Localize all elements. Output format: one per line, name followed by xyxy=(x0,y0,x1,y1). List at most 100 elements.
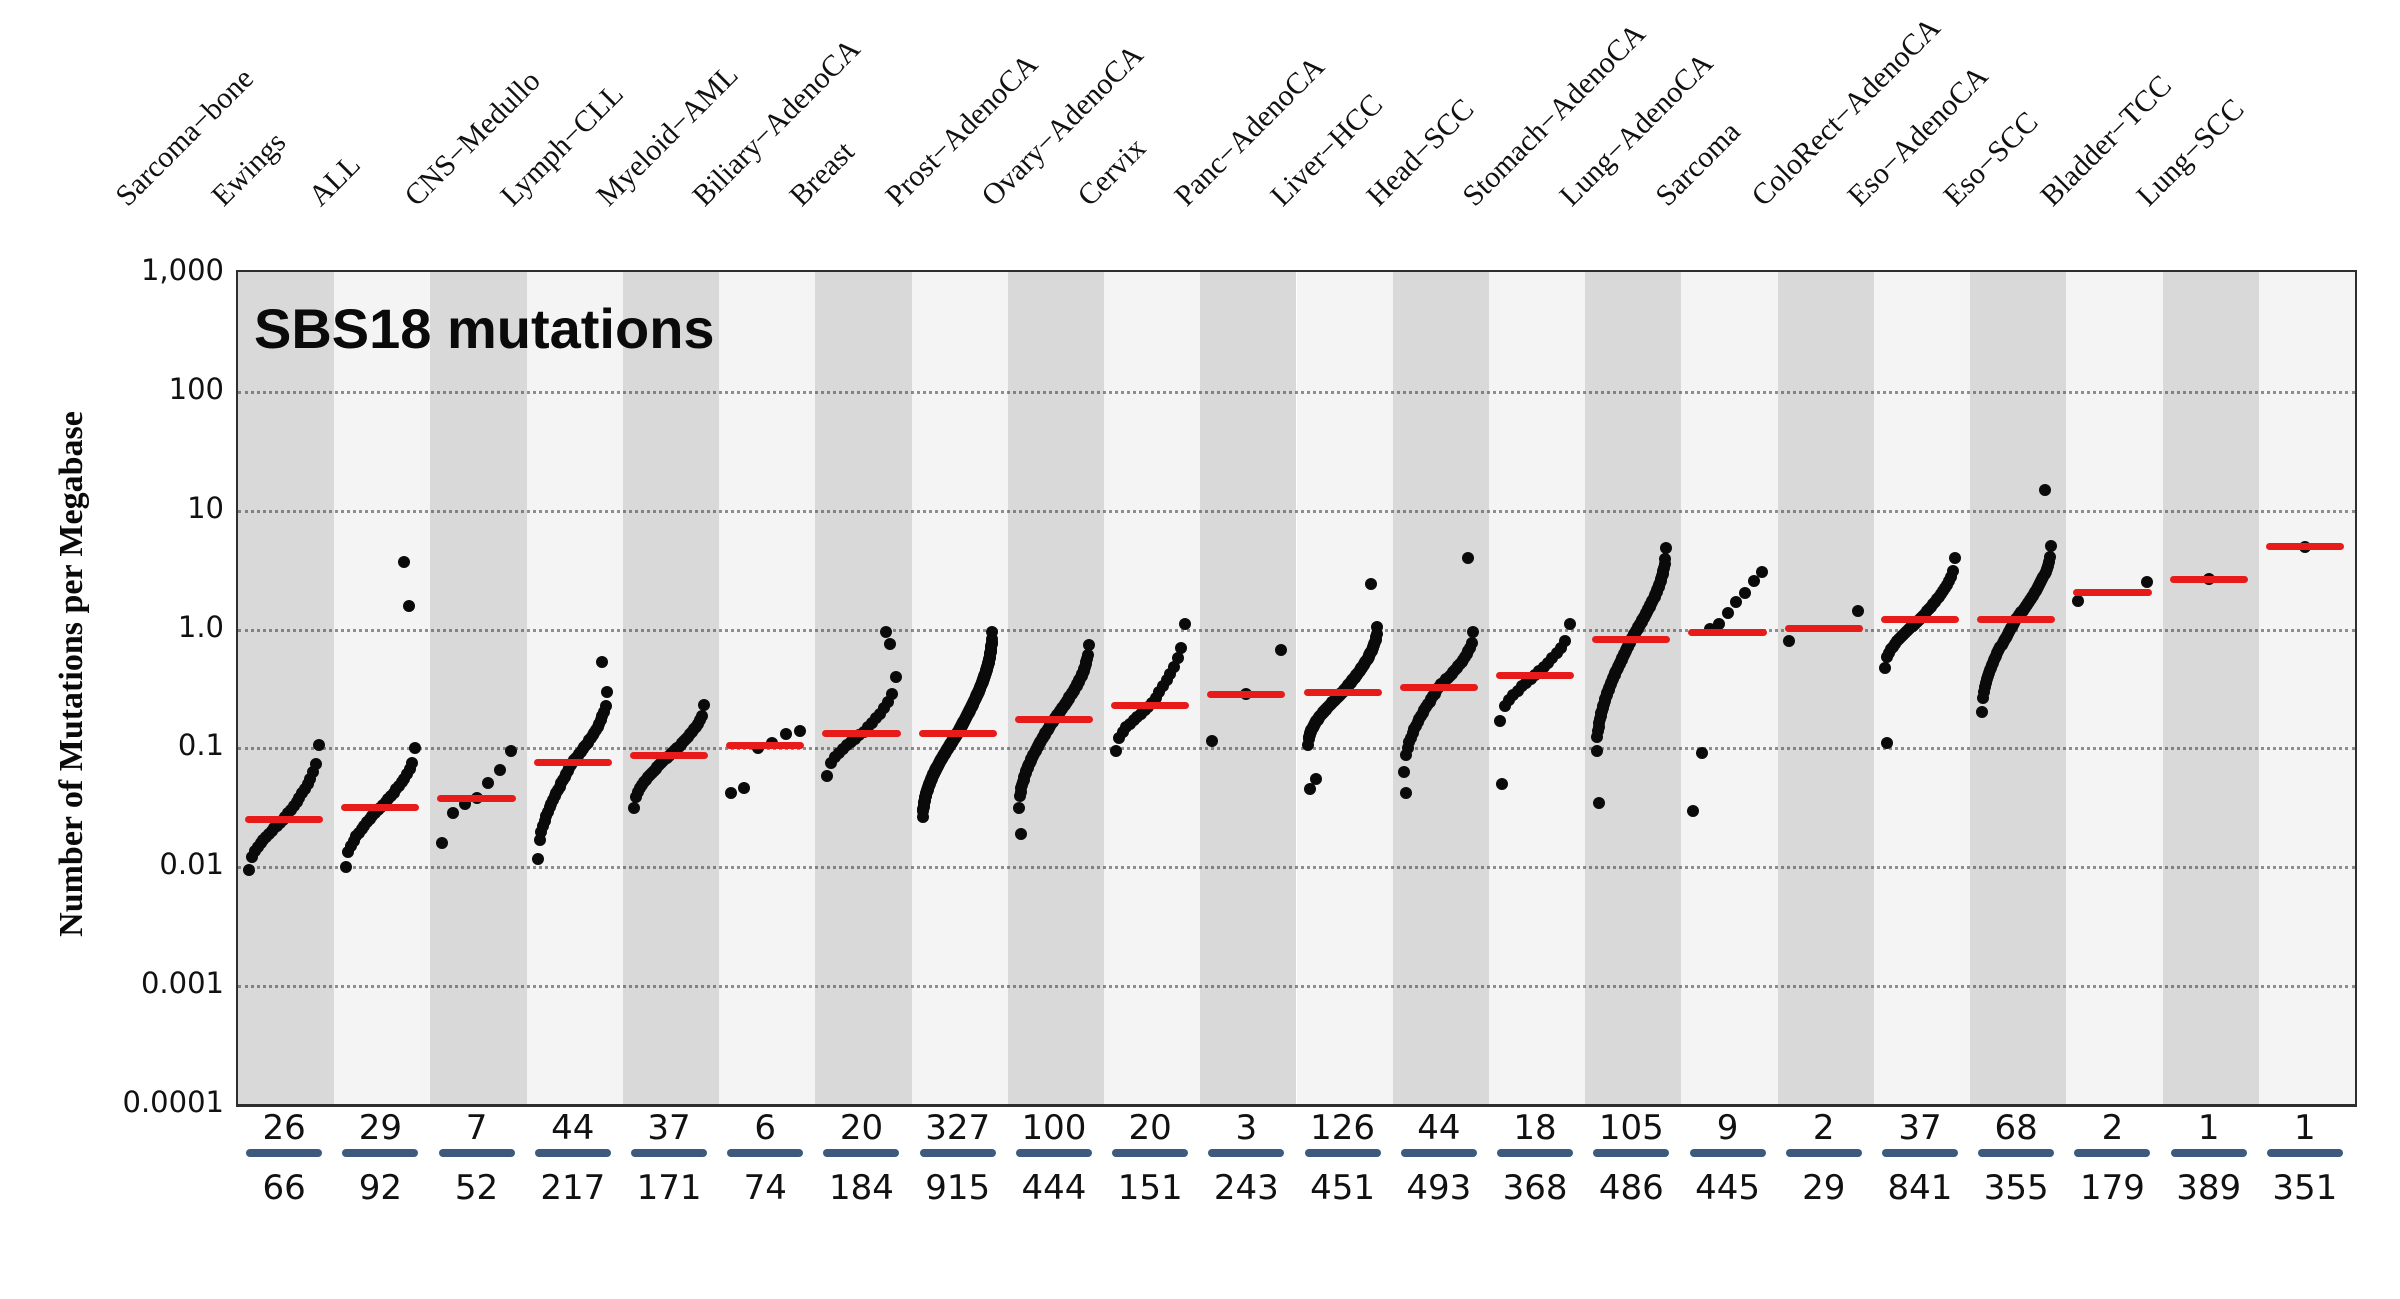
y-tick-label: 0.0001 xyxy=(122,1085,224,1119)
total-count: 368 xyxy=(1502,1168,1568,1208)
count-divider xyxy=(1978,1149,2055,1157)
median-line xyxy=(245,815,324,823)
gridline xyxy=(238,985,2355,989)
y-tick-label: 0.1 xyxy=(177,728,224,763)
total-count: 355 xyxy=(1983,1168,2049,1208)
count-divider xyxy=(1785,1149,1862,1157)
total-count: 841 xyxy=(1887,1168,1953,1208)
data-point xyxy=(1592,796,1605,809)
median-line xyxy=(1014,716,1094,724)
signature-count: 9 xyxy=(1716,1108,1739,1148)
data-point xyxy=(1461,551,1474,564)
data-point xyxy=(1109,744,1122,757)
data-point xyxy=(697,698,710,711)
data-point xyxy=(1494,715,1507,728)
data-point xyxy=(1695,747,1708,760)
data-point xyxy=(408,742,421,755)
count-divider xyxy=(1497,1149,1574,1157)
total-count: 445 xyxy=(1695,1168,1760,1208)
data-point xyxy=(1975,706,1988,719)
data-point xyxy=(820,770,833,783)
median-line xyxy=(341,804,420,812)
signature-count: 6 xyxy=(754,1108,777,1148)
data-point xyxy=(1686,805,1699,818)
data-point xyxy=(1013,801,1026,814)
data-point xyxy=(695,709,708,722)
signature-count: 1 xyxy=(2294,1108,2316,1148)
category-label: Cervix xyxy=(1071,131,1153,213)
data-point xyxy=(886,688,899,701)
data-point xyxy=(1496,778,1509,791)
signature-count: 44 xyxy=(1417,1108,1461,1148)
data-point xyxy=(1559,634,1572,647)
y-tick-label: 1,000 xyxy=(140,253,224,287)
gridline xyxy=(238,747,2355,751)
category-label: ALL xyxy=(301,148,367,213)
category-label: Sarcoma xyxy=(1649,115,1747,213)
count-divider xyxy=(1208,1149,1285,1157)
data-point xyxy=(1783,635,1796,648)
column-band xyxy=(1777,272,1874,1104)
data-point xyxy=(505,744,518,757)
count-divider xyxy=(342,1149,419,1157)
total-count: 217 xyxy=(540,1168,606,1208)
count-divider xyxy=(534,1149,611,1157)
total-count: 66 xyxy=(262,1168,306,1208)
y-axis-label: Number of Mutations per Megabase xyxy=(53,411,90,937)
data-point xyxy=(2039,484,2052,497)
data-point xyxy=(1175,642,1188,655)
data-point xyxy=(309,758,322,771)
data-point xyxy=(724,786,737,799)
data-point xyxy=(595,656,608,669)
signature-count: 105 xyxy=(1598,1108,1664,1148)
total-count: 52 xyxy=(454,1168,499,1208)
data-point xyxy=(601,686,614,699)
total-count: 915 xyxy=(925,1168,991,1208)
median-line xyxy=(1207,690,1286,698)
count-divider xyxy=(823,1149,900,1157)
count-divider xyxy=(1015,1149,1092,1157)
count-divider xyxy=(1112,1149,1189,1157)
signature-count: 44 xyxy=(551,1108,595,1148)
column-band xyxy=(2066,272,2163,1104)
total-count: 444 xyxy=(1021,1168,1087,1208)
signature-count: 2 xyxy=(1812,1108,1835,1148)
data-point xyxy=(890,670,903,683)
signature-count: 37 xyxy=(647,1108,691,1148)
column-band xyxy=(719,272,816,1104)
category-label: Breast xyxy=(782,135,861,213)
median-line xyxy=(1688,628,1767,636)
count-divider xyxy=(1304,1149,1381,1157)
signature-count: 126 xyxy=(1310,1108,1376,1148)
data-point xyxy=(493,764,506,777)
total-count: 486 xyxy=(1598,1168,1664,1208)
median-line xyxy=(2073,588,2152,596)
plot-area xyxy=(236,270,2357,1107)
total-count: 74 xyxy=(743,1168,787,1208)
signature-count: 1 xyxy=(2197,1108,2220,1148)
signature-count: 2 xyxy=(2101,1108,2124,1148)
gridline xyxy=(238,390,2355,394)
column-band xyxy=(430,272,527,1104)
data-point xyxy=(884,637,897,650)
median-line xyxy=(2169,575,2248,583)
data-point xyxy=(1879,661,1892,674)
data-point xyxy=(1563,618,1576,631)
data-point xyxy=(2141,576,2154,589)
signature-count: 100 xyxy=(1021,1108,1087,1148)
data-point xyxy=(1946,565,1959,577)
count-divider xyxy=(2170,1149,2247,1157)
data-point xyxy=(1590,744,1603,757)
count-divider xyxy=(1689,1149,1766,1157)
median-line xyxy=(1977,615,2056,623)
column-band xyxy=(1104,272,1201,1104)
data-point xyxy=(1659,541,1672,554)
data-point xyxy=(1712,618,1725,631)
data-point xyxy=(1400,786,1413,799)
total-count: 493 xyxy=(1406,1168,1472,1208)
total-count: 151 xyxy=(1117,1168,1183,1208)
signature-count: 20 xyxy=(839,1108,884,1148)
column-band xyxy=(622,272,720,1104)
median-line xyxy=(629,752,709,760)
